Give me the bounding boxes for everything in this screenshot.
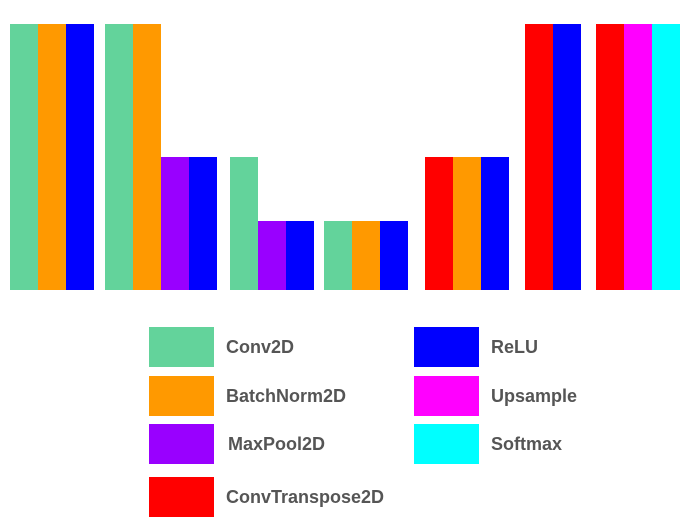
block-5-relu-bar [481, 157, 509, 290]
block-7-upsample-bar [624, 24, 652, 290]
network-architecture-diagram [10, 24, 680, 290]
block-1-relu-bar [66, 24, 94, 290]
legend-label-relu: ReLU [491, 336, 539, 357]
legend-item-relu: ReLU [414, 327, 538, 367]
block-3-relu-bar [286, 221, 314, 290]
legend-swatch-batchnorm2d [149, 376, 214, 416]
block-3-maxpool2d-bar [258, 221, 286, 290]
legend-swatch-softmax [414, 424, 479, 464]
legend-item-maxpool2d: MaxPool2D [149, 424, 325, 464]
block-5-batchnorm2d-bar [453, 157, 481, 290]
block-5-convtranspose2d-bar [425, 157, 453, 290]
legend-item-convtranspose2d: ConvTranspose2D [149, 477, 384, 517]
legend-label-maxpool2d: MaxPool2D [228, 433, 326, 454]
legend-item-conv2d: Conv2D [149, 327, 294, 367]
legend-label-convtranspose2d: ConvTranspose2D [226, 486, 385, 507]
legend-swatch-relu [414, 327, 479, 367]
legend-swatch-upsample [414, 376, 479, 416]
block-4-batchnorm2d-bar [352, 221, 380, 290]
legend-item-softmax: Softmax [414, 424, 562, 464]
block-1-conv2d-bar [10, 24, 38, 290]
block-6-convtranspose2d-bar [525, 24, 553, 290]
legend-swatch-conv2d [149, 327, 214, 367]
block-2-conv2d-bar [105, 24, 133, 290]
legend-item-batchnorm2d: BatchNorm2D [149, 376, 346, 416]
block-4-conv2d-bar [324, 221, 352, 290]
legend-swatch-maxpool2d [149, 424, 214, 464]
block-2-maxpool2d-bar [161, 157, 189, 290]
block-7-softmax-bar [652, 24, 680, 290]
legend-label-softmax: Softmax [491, 433, 563, 454]
block-1-batchnorm2d-bar [38, 24, 66, 290]
legend-label-upsample: Upsample [491, 385, 578, 406]
block-2-relu-bar [189, 157, 217, 290]
legend-label-conv2d: Conv2D [226, 336, 295, 357]
block-4-relu-bar [380, 221, 408, 290]
block-7-convtranspose2d-bar [596, 24, 624, 290]
legend-item-upsample: Upsample [414, 376, 577, 416]
block-3-conv2d-bar [230, 157, 258, 290]
block-2-batchnorm2d-bar [133, 24, 161, 290]
legend-swatch-convtranspose2d [149, 477, 214, 517]
legend-label-batchnorm2d: BatchNorm2D [226, 385, 347, 406]
block-6-relu-bar [553, 24, 581, 290]
